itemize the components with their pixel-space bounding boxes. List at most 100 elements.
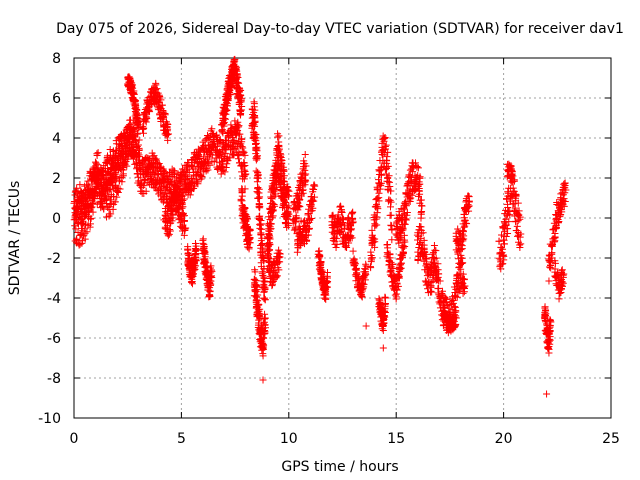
data-points bbox=[70, 55, 570, 398]
y-tick-label: 2 bbox=[52, 171, 61, 187]
data-point bbox=[337, 203, 345, 211]
data-point bbox=[118, 159, 126, 167]
data-point bbox=[277, 153, 285, 161]
data-point bbox=[349, 218, 357, 226]
data-point bbox=[246, 234, 254, 242]
y-tick-label: -6 bbox=[47, 331, 61, 347]
data-point bbox=[81, 229, 89, 237]
data-point bbox=[316, 253, 324, 261]
data-point bbox=[166, 227, 174, 235]
data-point bbox=[88, 203, 96, 211]
data-point bbox=[233, 67, 241, 75]
data-point bbox=[349, 208, 357, 216]
data-point bbox=[123, 162, 131, 170]
data-point bbox=[229, 150, 237, 158]
data-point bbox=[96, 198, 104, 206]
data-point bbox=[388, 236, 396, 244]
data-point bbox=[275, 266, 283, 274]
data-point bbox=[269, 277, 277, 285]
data-point bbox=[334, 211, 342, 219]
data-point bbox=[254, 174, 262, 182]
data-point bbox=[104, 181, 112, 189]
data-point bbox=[285, 202, 293, 210]
data-point bbox=[172, 207, 180, 215]
data-point bbox=[116, 185, 124, 193]
data-point bbox=[280, 177, 288, 185]
data-point bbox=[275, 132, 283, 140]
data-point bbox=[170, 169, 178, 177]
data-point bbox=[110, 192, 118, 200]
data-point bbox=[158, 171, 166, 179]
data-point bbox=[134, 141, 142, 149]
data-point bbox=[276, 145, 284, 153]
data-point bbox=[86, 193, 94, 201]
data-point bbox=[141, 176, 149, 184]
y-tick-label: 4 bbox=[52, 131, 61, 147]
data-point bbox=[101, 176, 109, 184]
x-tick-label: 5 bbox=[177, 431, 186, 447]
data-point bbox=[348, 234, 356, 242]
data-point bbox=[176, 191, 184, 199]
data-point bbox=[156, 94, 164, 102]
data-point bbox=[206, 288, 214, 296]
data-point bbox=[275, 138, 283, 146]
data-point bbox=[94, 149, 102, 157]
data-point bbox=[255, 301, 263, 309]
data-point bbox=[164, 232, 172, 240]
data-point bbox=[121, 161, 129, 169]
data-point bbox=[555, 295, 563, 303]
data-point bbox=[207, 280, 215, 288]
x-tick-label: 10 bbox=[280, 431, 298, 447]
data-point bbox=[278, 156, 286, 164]
data-point bbox=[152, 81, 160, 89]
data-point bbox=[269, 186, 277, 194]
data-point bbox=[168, 217, 176, 225]
data-point bbox=[113, 157, 121, 165]
data-point bbox=[265, 250, 273, 258]
data-point bbox=[323, 274, 331, 282]
data-point bbox=[217, 150, 225, 158]
data-point bbox=[234, 155, 242, 163]
data-point bbox=[142, 187, 150, 195]
data-point bbox=[237, 195, 245, 203]
data-point bbox=[123, 144, 131, 152]
data-point bbox=[173, 182, 181, 190]
data-point bbox=[78, 205, 86, 213]
data-point bbox=[379, 344, 387, 352]
data-point bbox=[252, 130, 260, 138]
data-point bbox=[89, 199, 97, 207]
data-point bbox=[276, 250, 284, 258]
data-point bbox=[296, 195, 304, 203]
data-point bbox=[145, 155, 153, 163]
tick-layer: 0 5 10 15 20 25 -10 -8 -6 -4 -2 0 2 4 6 8 bbox=[38, 51, 620, 447]
data-point bbox=[256, 193, 264, 201]
data-point bbox=[95, 180, 103, 188]
data-point bbox=[218, 128, 226, 136]
data-point bbox=[126, 123, 134, 131]
data-point bbox=[255, 185, 263, 193]
data-point bbox=[178, 170, 186, 178]
data-point bbox=[83, 228, 91, 236]
data-point bbox=[261, 296, 269, 304]
data-point bbox=[311, 193, 319, 201]
data-point bbox=[230, 136, 238, 144]
data-point bbox=[146, 108, 154, 116]
data-point bbox=[250, 100, 258, 108]
data-point bbox=[302, 170, 310, 178]
data-point bbox=[304, 231, 312, 239]
data-point bbox=[92, 159, 100, 167]
data-point bbox=[201, 257, 209, 265]
data-point bbox=[282, 198, 290, 206]
data-point bbox=[188, 275, 196, 283]
data-point bbox=[134, 118, 142, 126]
data-point bbox=[235, 122, 243, 130]
data-point bbox=[240, 148, 248, 156]
data-point bbox=[224, 94, 232, 102]
data-point bbox=[296, 203, 304, 211]
data-point bbox=[332, 235, 340, 243]
data-point bbox=[144, 179, 152, 187]
data-point bbox=[86, 220, 94, 228]
data-point bbox=[182, 224, 190, 232]
data-point bbox=[165, 130, 173, 138]
